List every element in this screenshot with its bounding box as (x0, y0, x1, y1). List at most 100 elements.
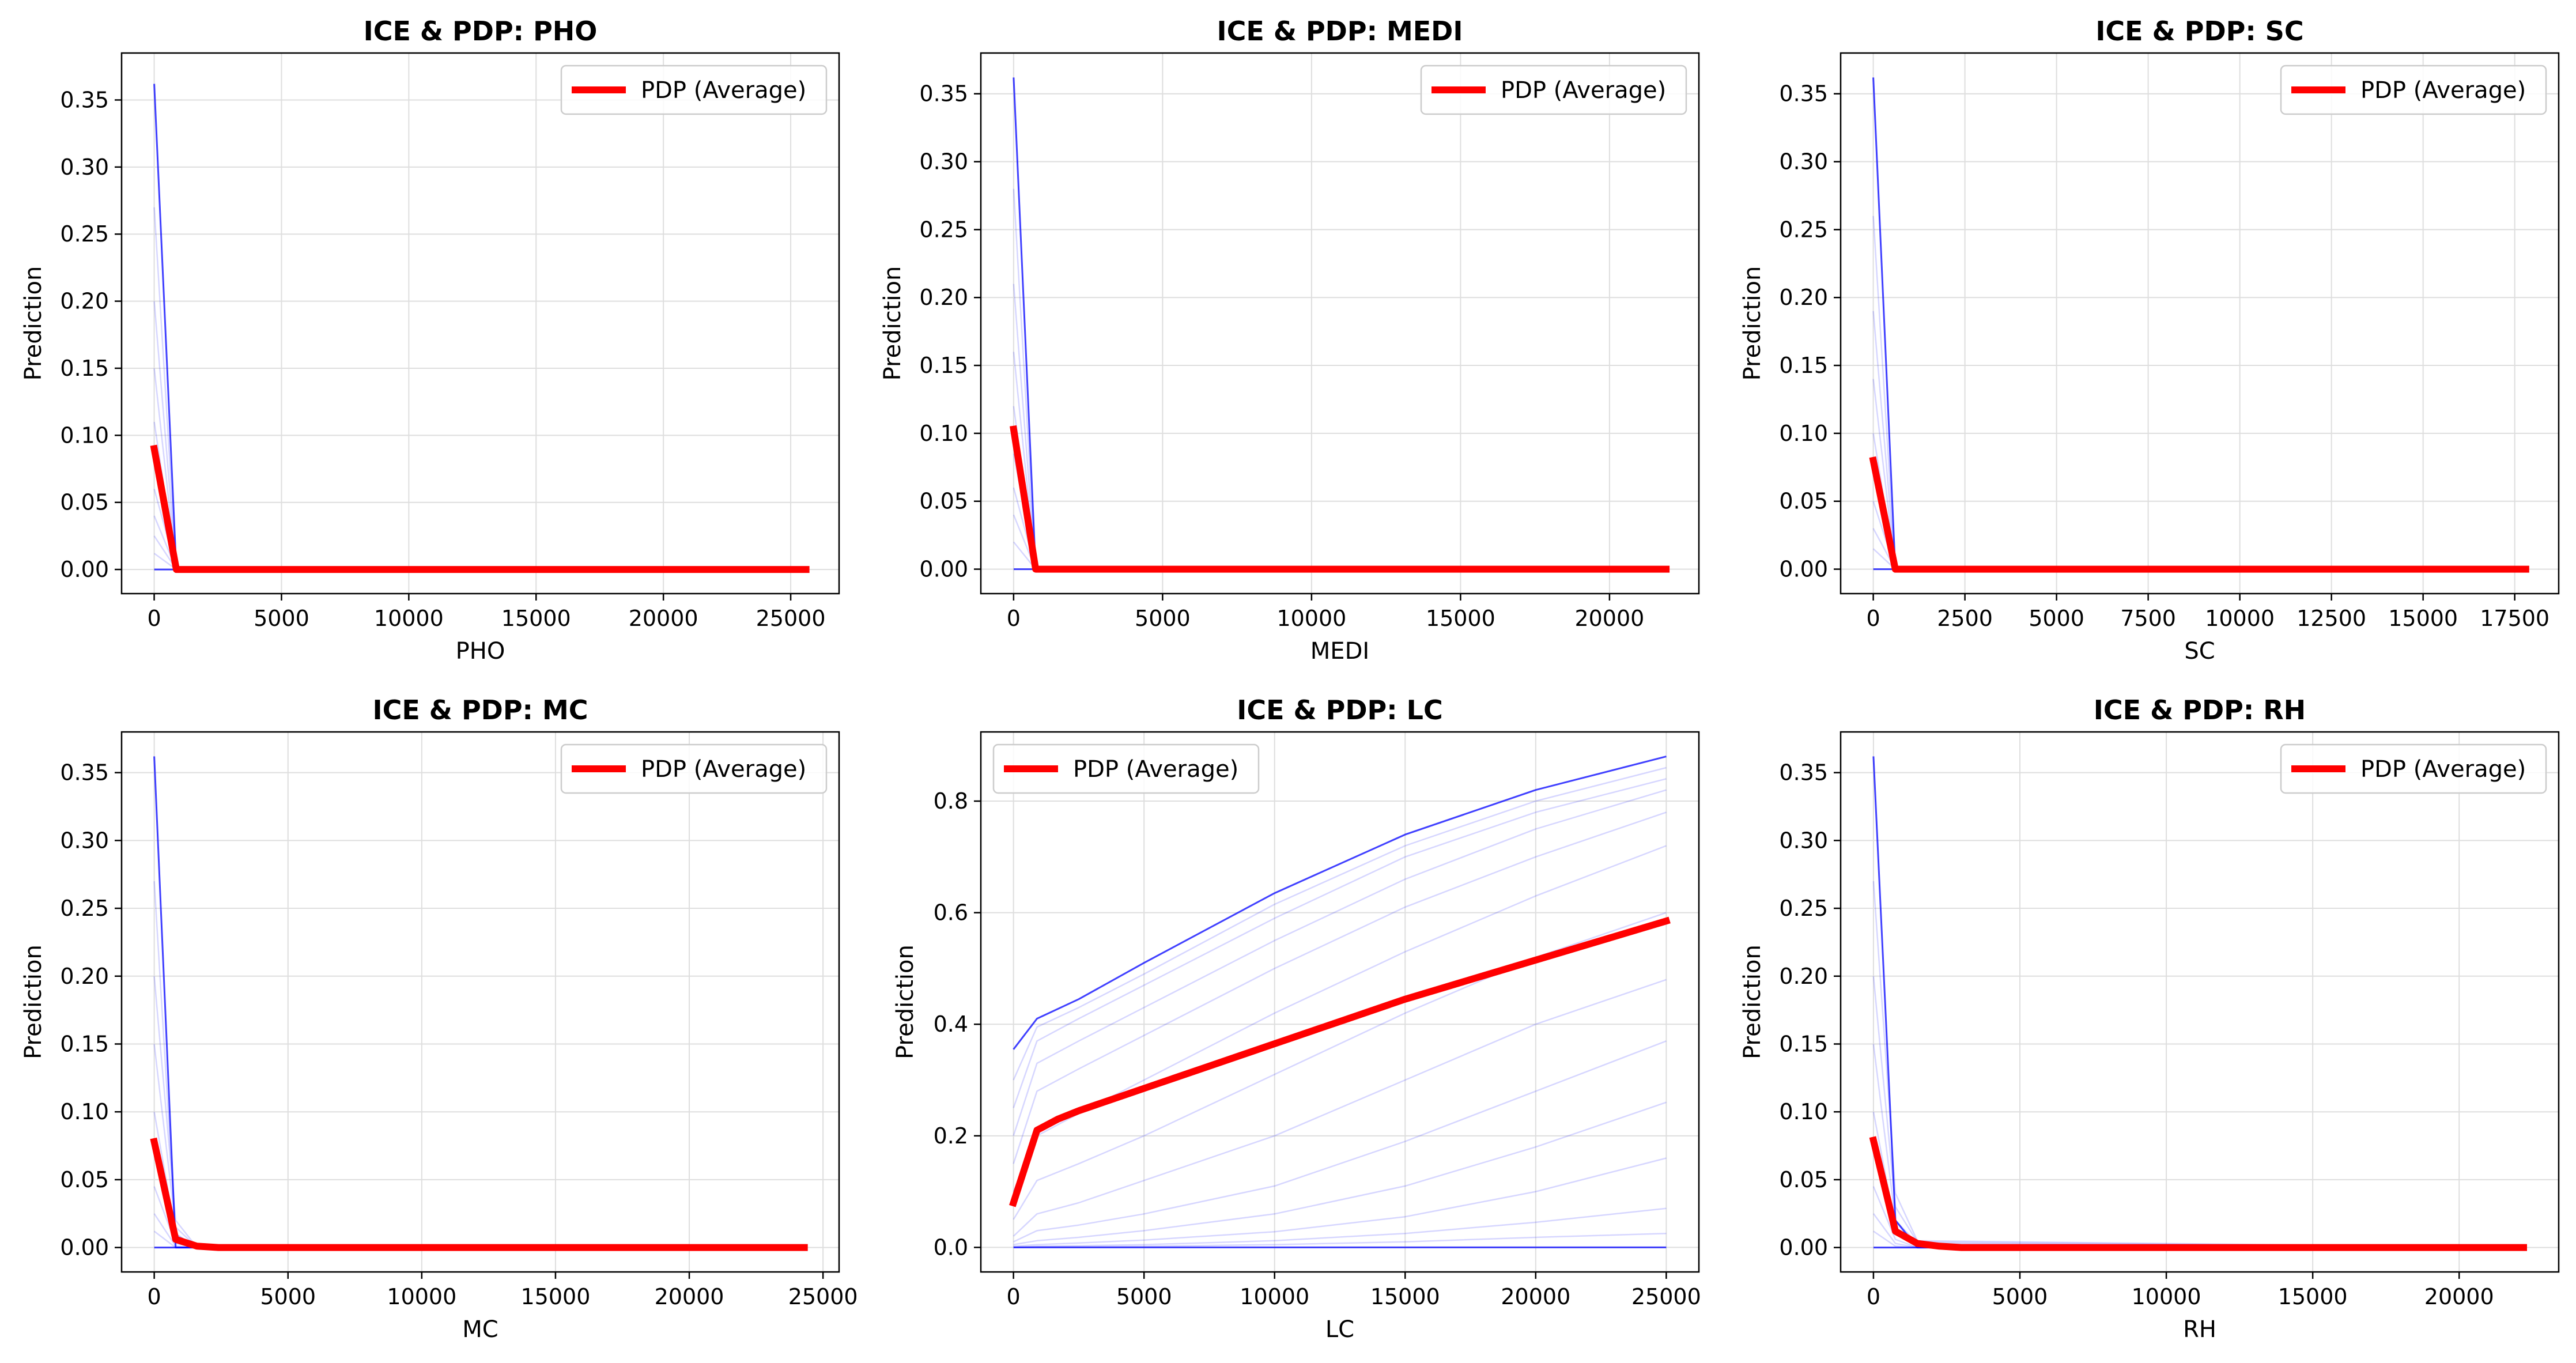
ice-lines (153, 756, 804, 1249)
ice-line (1013, 811, 1667, 1164)
chart-title: ICE & PDP: PHO (364, 16, 598, 47)
y-tick-label: 0.10 (1779, 1099, 1828, 1124)
y-tick-label: 0.10 (1779, 421, 1828, 446)
x-tick-label: 20000 (1501, 1284, 1570, 1309)
ice-line (1013, 352, 1667, 570)
chart-title: ICE & PDP: LC (1237, 694, 1443, 726)
legend-label: PDP (Average) (2360, 756, 2526, 783)
ice-line (1013, 514, 1667, 570)
legend-box (992, 743, 1260, 794)
subplot-2: 0 2500 5000 7500 10000 12500 15000 17500 0.00 0.0… (1739, 16, 2560, 664)
y-tick-label: 0.05 (1779, 489, 1828, 514)
x-tick-label: 5000 (2029, 606, 2084, 631)
y-tick-label: 0.25 (60, 896, 109, 921)
legend-box (1420, 65, 1687, 115)
y-tick-label: 0.25 (1779, 217, 1828, 242)
y-tick-label: 0.35 (60, 87, 109, 112)
x-tick-label: 5000 (254, 606, 309, 631)
y-tick-label: 0.20 (1779, 285, 1828, 310)
ice-line (1872, 881, 2524, 1248)
ice-line (1013, 778, 1667, 1108)
ice-line (1013, 454, 1667, 570)
ice-line (1013, 767, 1667, 1081)
legend-label: PDP (Average) (2360, 77, 2526, 104)
ice-line (1013, 845, 1667, 1192)
ice-lines (153, 84, 806, 571)
y-tick-label: 0.10 (60, 1099, 109, 1124)
subplot-1: 0 5000 10000 15000 20000 0.00 0.05 0.10 0.15 0.20… (879, 16, 1700, 664)
y-tick-label: 0.20 (1779, 964, 1828, 989)
x-tick-label: 0 (1007, 1284, 1021, 1309)
y-tick-label: 0.2 (934, 1123, 968, 1149)
y-tick-label: 0.00 (1779, 557, 1828, 582)
y-axis-label: Prediction (879, 266, 906, 381)
x-tick-label: 10000 (1240, 1284, 1309, 1309)
pdp-line (1869, 1136, 2527, 1251)
y-tick-label: 0.8 (934, 788, 968, 814)
legend-box (560, 743, 828, 794)
chart-title: ICE & PDP: MEDI (1217, 16, 1463, 47)
ice-line (1013, 1101, 1667, 1245)
x-tick-label: 10000 (2132, 1284, 2201, 1309)
y-tick-label: 0.05 (1779, 1167, 1828, 1192)
ice-line (1013, 77, 1667, 571)
ice-line (153, 881, 804, 1248)
legend-label: PDP (Average) (1501, 77, 1666, 104)
ice-line (1013, 487, 1667, 570)
x-axis-label: PHO (456, 638, 505, 664)
ice-line (1013, 789, 1667, 1137)
x-axis-label: RH (2183, 1316, 2216, 1343)
y-tick-label: 0.15 (1779, 353, 1828, 378)
y-tick-label: 0.35 (60, 760, 109, 786)
ice-line (1013, 1232, 1667, 1248)
ice-line (153, 1186, 804, 1248)
ice-line (1013, 912, 1667, 1220)
ice-line (1013, 1157, 1667, 1247)
legend: PDP (Average) (2280, 65, 2547, 115)
y-tick-label: 0.20 (60, 289, 109, 314)
subplot-5: 0 5000 10000 15000 20000 0.00 0.05 0.10 0.15 0.20… (1739, 694, 2560, 1343)
y-tick-label: 0.15 (60, 356, 109, 381)
ice-line (1013, 1040, 1667, 1243)
y-tick-label: 0.15 (60, 1031, 109, 1056)
ice-line (153, 84, 806, 571)
x-axis-label: MEDI (1310, 638, 1369, 664)
ice-line (1872, 1044, 2524, 1248)
y-tick-label: 0.35 (1779, 760, 1828, 786)
axes-frame (980, 52, 1700, 595)
x-tick-label: 7500 (2120, 606, 2176, 631)
legend: PDP (Average) (2280, 743, 2547, 794)
x-tick-label: 15000 (520, 1284, 590, 1309)
legend: PDP (Average) (992, 743, 1260, 794)
ice-line (1013, 979, 1667, 1237)
x-tick-label: 20000 (1574, 606, 1644, 631)
legend-box (2280, 743, 2547, 794)
legend: PDP (Average) (560, 743, 828, 794)
x-tick-label: 10000 (1276, 606, 1346, 631)
ice-line (153, 515, 806, 571)
legend-label: PDP (Average) (641, 77, 806, 104)
ice-line (1013, 406, 1667, 570)
x-tick-label: 15000 (1370, 1284, 1440, 1309)
legend-label: PDP (Average) (1073, 756, 1238, 783)
x-tick-label: 25000 (788, 1284, 858, 1309)
chart-title: ICE & PDP: SC (2095, 16, 2303, 47)
x-tick-label: 5000 (260, 1284, 316, 1309)
ice-line (153, 535, 806, 571)
subplot-0: 0 5000 10000 15000 20000 25000 0.00 0.05 0.10 0.1… (20, 16, 840, 664)
ice-line (1872, 528, 2526, 570)
ice-line (153, 421, 806, 571)
y-tick-label: 0.30 (60, 828, 109, 853)
x-tick-label: 0 (1867, 1284, 1880, 1309)
ice-line (1872, 1152, 2524, 1248)
ice-line (153, 1152, 804, 1248)
x-tick-label: 10000 (374, 606, 444, 631)
ice-line (1872, 756, 2524, 1249)
axes-frame (120, 52, 840, 595)
y-tick-label: 0.05 (60, 490, 109, 515)
x-tick-label: 0 (1867, 606, 1880, 631)
chart-title: ICE & PDP: MC (373, 694, 588, 726)
y-tick-label: 0.20 (919, 285, 968, 310)
y-tick-label: 0.35 (1779, 81, 1828, 107)
